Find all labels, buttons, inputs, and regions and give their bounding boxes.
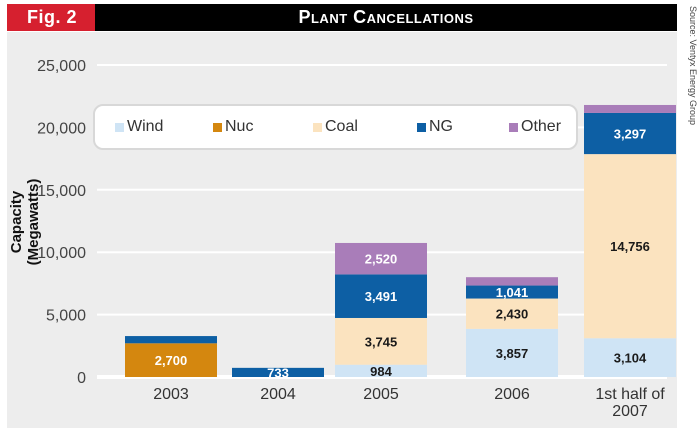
y-tick-label: 5,000: [46, 308, 86, 325]
y-tick-label: 0: [77, 370, 86, 387]
data-label: 984: [370, 364, 392, 379]
legend-swatch: [313, 122, 322, 132]
x-tick-label: 2006: [494, 386, 530, 403]
y-tick-label: 25,000: [37, 58, 86, 75]
bar-segment-wind: [466, 328, 558, 377]
data-label: 3,857: [496, 346, 529, 361]
legend-label: Other: [521, 118, 562, 135]
bar-segment-wind: [584, 338, 676, 377]
y-tick-label: 10,000: [37, 245, 86, 262]
x-tick-label: 2005: [363, 386, 399, 403]
y-tick-label: 20,000: [37, 120, 86, 137]
data-label: 3,745: [365, 334, 398, 349]
legend-label: Coal: [325, 118, 358, 135]
legend-item-coal: Coal: [313, 118, 358, 136]
data-label: 1,041: [496, 285, 529, 300]
legend: Wind Nuc Coal NG Other: [93, 104, 578, 150]
legend-swatch: [115, 122, 124, 132]
data-label: 3,297: [614, 127, 647, 142]
data-label: 2,520: [365, 252, 398, 267]
bar-segment-ng: [232, 367, 324, 377]
x-tick-label: 2007: [612, 403, 648, 420]
legend-label: Wind: [127, 118, 164, 135]
legend-item-nuc: Nuc: [213, 118, 253, 136]
x-tick-label: 1st half of: [595, 386, 665, 403]
x-tick-label: 2003: [153, 386, 189, 403]
bar-segment-coal: [584, 154, 676, 339]
data-label: 3,491: [365, 289, 398, 304]
bar-segment-ng: [335, 274, 427, 318]
figure-label: Fig. 2: [7, 4, 95, 31]
legend-label: Nuc: [225, 118, 254, 135]
bar-segment-coal: [335, 317, 427, 365]
legend-swatch: [417, 122, 426, 132]
source-note: Source: Ventyx Energy Group: [688, 6, 698, 126]
bar-segment-wind: [335, 364, 427, 377]
legend-swatch: [213, 122, 222, 132]
bar-segment-other: [466, 277, 558, 286]
legend-item-ng: NG: [417, 118, 453, 136]
bar-segment-ng: [584, 112, 676, 155]
data-label: 14,756: [610, 239, 650, 254]
bar-segment-other: [584, 104, 676, 113]
bar-segment-coal: [466, 298, 558, 329]
legend-item-wind: Wind: [115, 118, 163, 136]
x-tick-label: 2004: [260, 386, 296, 403]
y-axis-label: Capacity (Megawatts): [8, 178, 42, 266]
legend-item-other: Other: [509, 118, 561, 136]
data-label: 3,104: [614, 351, 647, 366]
bar-segment-other: [335, 242, 427, 275]
title-bar: [7, 4, 677, 31]
legend-swatch: [509, 122, 518, 132]
chart-title: Plant Cancellations: [298, 7, 474, 27]
y-tick-label: 15,000: [37, 183, 86, 200]
bar-segment-ng: [125, 336, 217, 344]
bar-segment-ng: [466, 285, 558, 299]
bar-segment-nuc: [125, 343, 217, 377]
data-label: 2,430: [496, 307, 529, 322]
data-label: 733: [267, 365, 289, 380]
legend-label: NG: [429, 118, 453, 135]
data-label: 2,700: [155, 353, 188, 368]
